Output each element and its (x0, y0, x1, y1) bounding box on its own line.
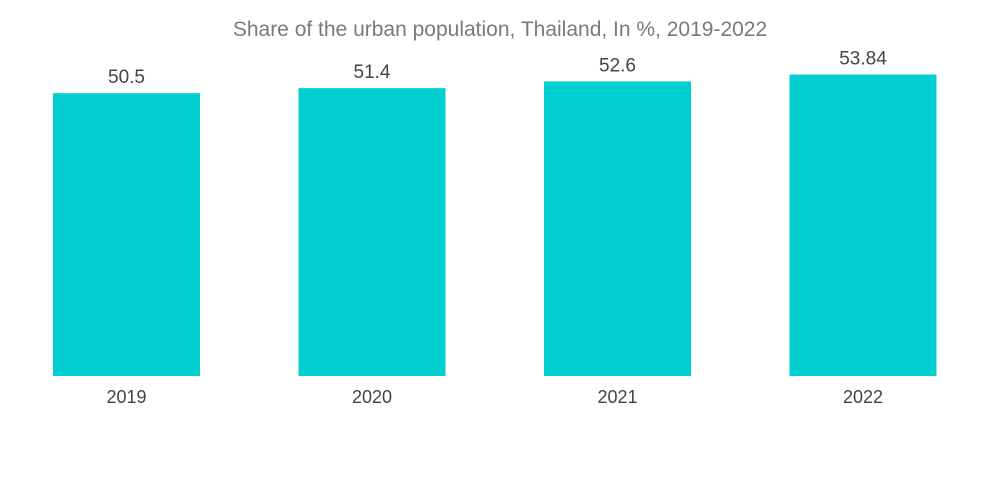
x-tick-label-2021: 2021 (597, 387, 637, 407)
x-tick-label-2022: 2022 (843, 387, 883, 407)
value-label-2019: 50.5 (108, 67, 145, 88)
value-label-2022: 53.84 (839, 48, 887, 69)
bar-2020 (298, 88, 446, 376)
value-labels-layer: 50.5 51.4 52.6 53.84 (108, 48, 887, 88)
bar-2019 (53, 93, 200, 376)
bars-layer (53, 74, 937, 376)
chart-title: Share of the urban population, Thailand,… (232, 18, 768, 41)
value-label-2020: 51.4 (354, 62, 391, 83)
x-tick-label-2020: 2020 (352, 387, 392, 407)
x-axis-tick-labels: 2019 2020 2021 2022 (106, 387, 883, 407)
x-tick-label-2019: 2019 (106, 387, 146, 407)
bar-2021 (544, 81, 691, 376)
bar-2022 (789, 74, 937, 376)
value-label-2021: 52.6 (599, 55, 636, 76)
